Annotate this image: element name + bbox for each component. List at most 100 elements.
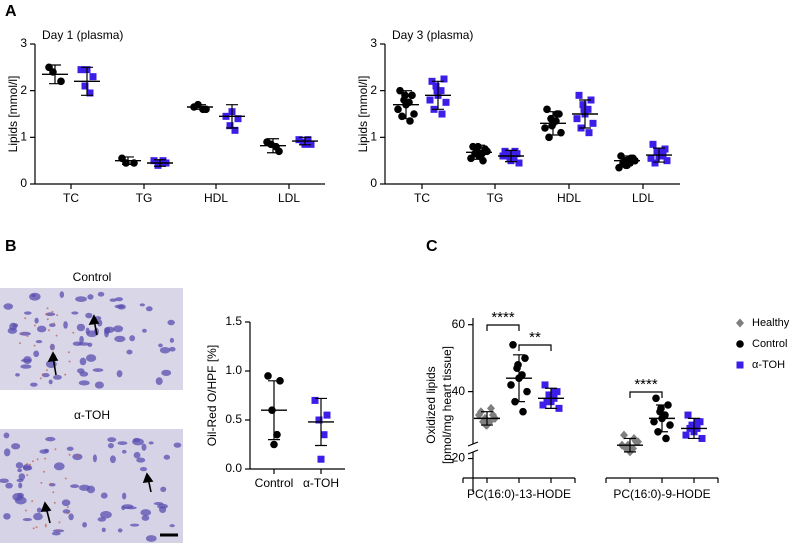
data-point (86, 89, 94, 97)
data-point (270, 440, 278, 449)
data-point (471, 149, 479, 158)
data-point (272, 142, 280, 151)
nucleus (145, 535, 157, 542)
lipid-droplet (57, 529, 60, 532)
nucleus (9, 322, 17, 331)
nucleus (17, 468, 22, 473)
error-bar (656, 404, 668, 433)
error-bar (122, 156, 134, 165)
data-point (81, 82, 89, 90)
error-bar (299, 136, 311, 146)
nucleus (168, 346, 176, 352)
nucleus (107, 442, 114, 449)
data-point (509, 340, 517, 349)
nucleus (155, 377, 163, 385)
nucleus (97, 517, 107, 522)
nucleus (36, 507, 42, 513)
data-point (234, 115, 242, 123)
data-point (651, 159, 659, 167)
data-point (541, 381, 549, 389)
y-tick-label: 1.0 (225, 363, 242, 377)
lipid-droplet (58, 521, 61, 524)
data-point (320, 431, 328, 439)
nucleus (16, 478, 24, 483)
x-tick-label: HDL (557, 191, 581, 205)
data-point (654, 147, 662, 155)
data-point (317, 455, 325, 463)
data-point (659, 152, 667, 160)
nucleus (43, 448, 50, 453)
nucleus (159, 505, 167, 514)
nucleus (51, 531, 61, 536)
nucleus (163, 454, 171, 460)
data-point (663, 157, 671, 165)
lipid-droplet (42, 470, 45, 473)
nucleus (148, 441, 154, 445)
nucleus (94, 381, 104, 389)
y-axis-label: Lipids [mmol/l] (6, 76, 20, 153)
data-point (437, 87, 445, 95)
nucleus (169, 524, 175, 528)
lipid-droplet (55, 334, 58, 337)
lipid-droplet (41, 373, 44, 376)
lipid-droplet (67, 512, 70, 515)
nucleus (97, 319, 103, 327)
x-tick-label: α-TOH (303, 476, 339, 490)
data-point (511, 147, 519, 155)
nucleus (14, 496, 27, 505)
nucleus (15, 462, 24, 469)
lipid-droplet (50, 344, 53, 347)
data-point (515, 159, 523, 167)
nucleus (139, 303, 146, 307)
data-point (647, 154, 655, 162)
nucleus (20, 364, 32, 369)
data-point (575, 91, 583, 99)
lipid-droplet (44, 525, 47, 528)
data-point (698, 434, 706, 442)
data-point (394, 105, 402, 114)
lipid-droplet (56, 314, 59, 317)
data-point (304, 136, 312, 144)
nucleus (113, 325, 124, 333)
data-point (226, 122, 234, 130)
error-bar (267, 138, 279, 154)
error-bar (194, 104, 206, 110)
y-tick-label: 0.5 (225, 412, 242, 426)
nucleus (109, 298, 117, 302)
error-bar (481, 411, 493, 426)
nucleus (33, 512, 43, 521)
lipid-droplet (32, 527, 35, 530)
nucleus (31, 293, 36, 298)
data-point (580, 105, 588, 113)
nucleus (169, 337, 175, 343)
lipid-droplet (46, 307, 49, 310)
nucleus (101, 527, 106, 533)
data-point (585, 129, 593, 137)
data-point (433, 87, 441, 95)
micrograph-label: Control (73, 270, 112, 284)
nucleus (86, 330, 98, 338)
y-tick-label: 1.5 (225, 314, 242, 328)
y-tick-label: 60 (452, 317, 466, 331)
nucleus (109, 455, 116, 464)
lipid-droplet (51, 310, 54, 313)
data-point (401, 91, 409, 100)
axis-break (467, 441, 479, 455)
lipid-droplet (48, 313, 51, 316)
data-point (579, 101, 587, 109)
nucleus (142, 328, 147, 333)
lipid-droplet (54, 448, 57, 451)
nucleus (82, 522, 88, 528)
nucleus (34, 317, 39, 324)
data-point (523, 387, 531, 396)
error-bar (315, 397, 327, 447)
y-tick-label: 3 (20, 36, 27, 50)
lipid-droplet (45, 369, 48, 372)
data-point (650, 417, 658, 426)
legend-marker (736, 340, 744, 348)
lipid-droplet (19, 342, 22, 345)
legend-marker (736, 361, 744, 369)
nucleus (23, 311, 32, 315)
nucleus (78, 484, 91, 491)
data-point (589, 119, 597, 127)
